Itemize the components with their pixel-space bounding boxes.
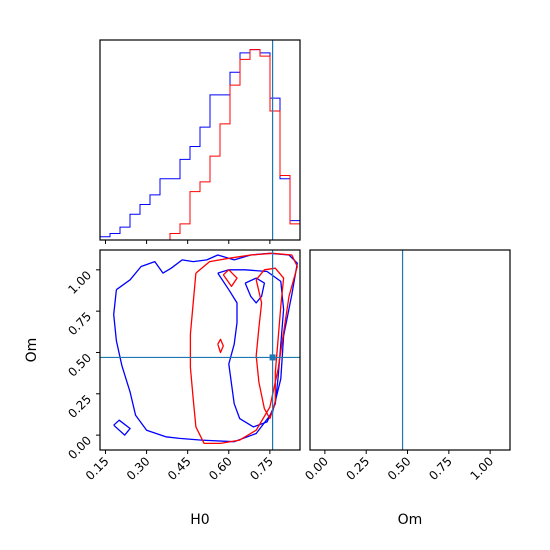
om-axis-label: Om	[24, 338, 40, 363]
contour-7	[217, 338, 224, 354]
om-y-tick-label-3: 0.75	[65, 309, 94, 338]
om-x-tick-label-0: 0.00	[302, 454, 331, 483]
h0-axis-label: H0	[190, 512, 209, 528]
contour-0	[113, 252, 298, 443]
contour-3	[113, 419, 131, 436]
contour-5	[255, 267, 285, 420]
contour-frame	[99, 249, 301, 451]
h0-tick-label-4: 0.75	[247, 454, 276, 483]
om-y-tick-label-2: 0.50	[65, 351, 94, 380]
h0-tick-label-3: 0.60	[206, 454, 235, 483]
truth-marker	[269, 354, 276, 361]
contour-1	[217, 269, 285, 428]
om-x-tick-label-2: 0.50	[385, 454, 414, 483]
contour-panel	[100, 250, 300, 450]
om-x-axis-label: Om	[398, 512, 423, 528]
om-x-tick-label-4: 1.00	[467, 454, 496, 483]
om-y-tick-label-1: 0.25	[65, 392, 94, 421]
h0-tick-label-2: 0.45	[165, 454, 194, 483]
om-hist-frame	[309, 249, 511, 451]
om-y-tick-label-0: 0.00	[65, 433, 94, 462]
h0-hist-step-1	[100, 49, 300, 240]
om-y-tick-label-4: 1.00	[65, 268, 94, 297]
contour-2	[244, 277, 266, 304]
om-x-tick-label-1: 0.25	[344, 454, 373, 483]
om-histogram	[310, 250, 499, 450]
h0-hist-frame	[99, 39, 301, 241]
h0-histogram	[100, 40, 300, 240]
contour-4	[189, 252, 298, 445]
h0-tick-label-1: 0.30	[124, 454, 153, 483]
contour-6	[222, 269, 238, 288]
h0-tick-label-0: 0.15	[83, 454, 112, 483]
om-x-tick-label-3: 0.75	[426, 454, 455, 483]
